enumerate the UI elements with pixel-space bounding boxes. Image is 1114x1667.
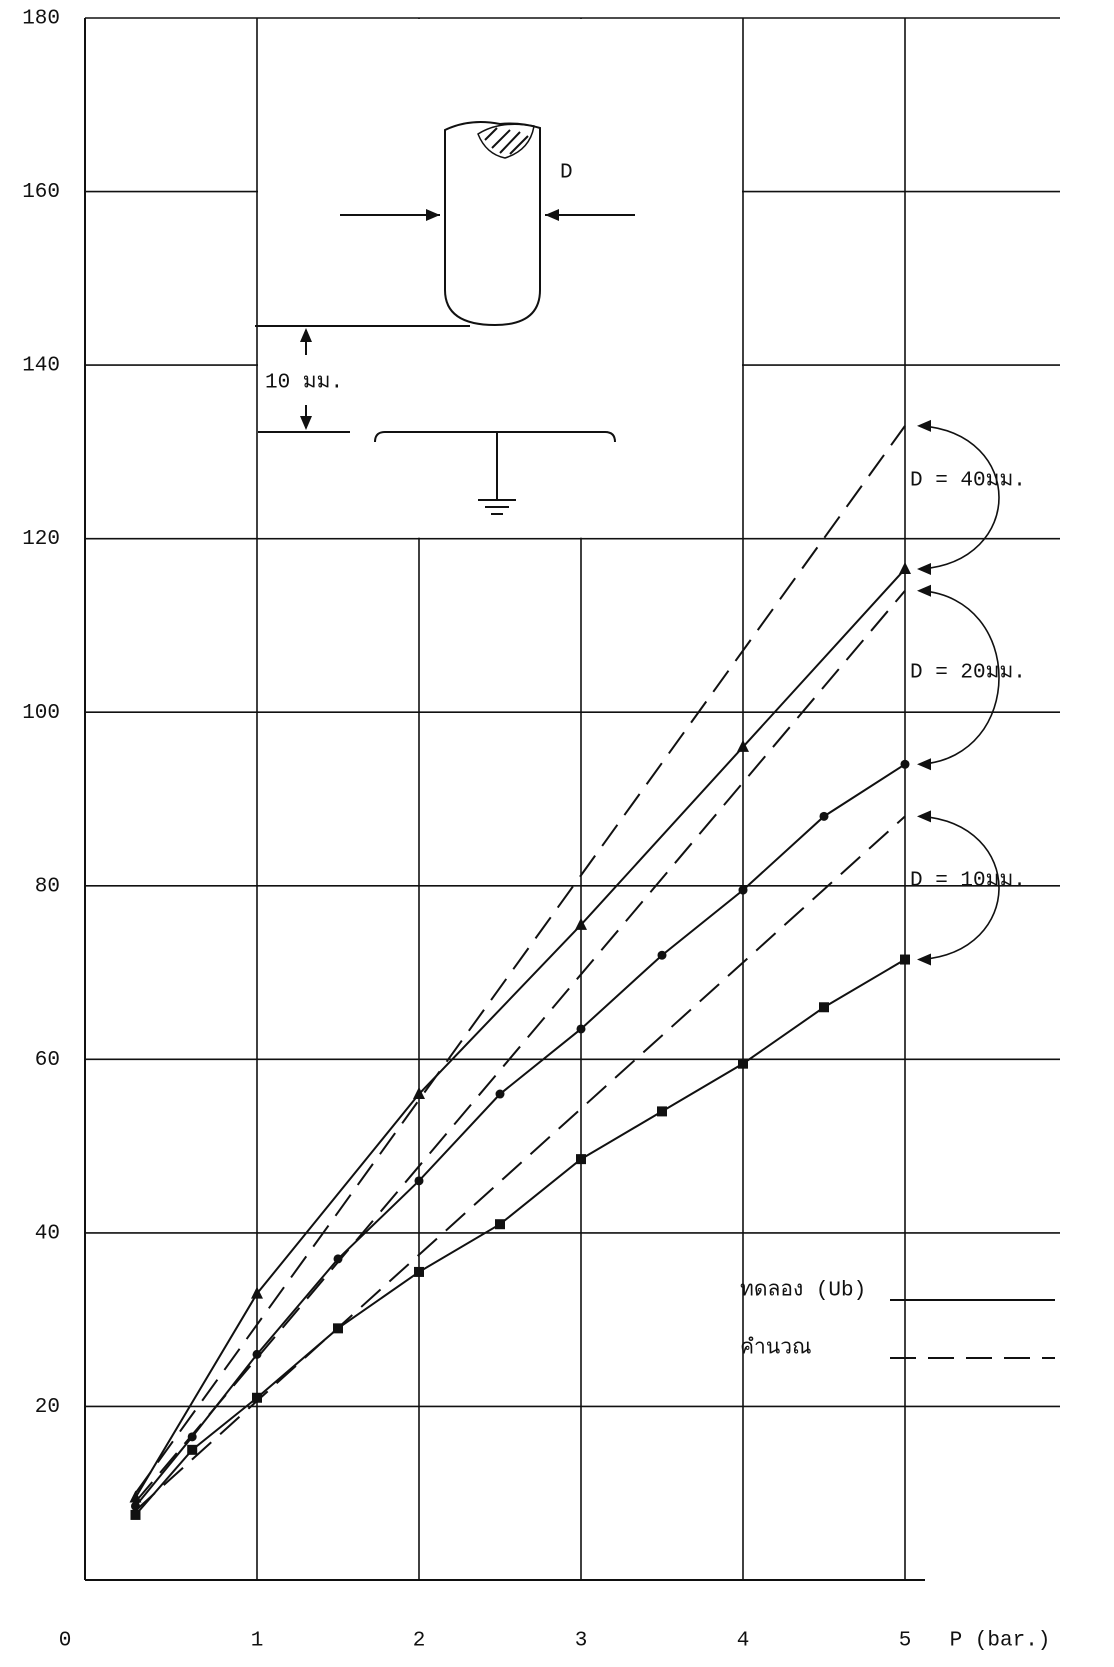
data-point [738, 1059, 748, 1069]
group-label: D = 40มม. [910, 470, 1026, 493]
x-tick-label: 1 [251, 1630, 264, 1653]
gap-label: 10 มม. [265, 372, 343, 395]
data-point [900, 955, 910, 965]
data-point [495, 1219, 505, 1229]
data-point [415, 1176, 424, 1185]
data-point [657, 1106, 667, 1116]
x-tick-label: 3 [575, 1630, 588, 1653]
y-tick-label: 140 [22, 355, 60, 378]
arrow-head [917, 420, 931, 432]
data-point [414, 1267, 424, 1277]
y-tick-label: 100 [22, 702, 60, 725]
group-label: D = 20มม. [910, 662, 1026, 685]
y-tick-label: 120 [22, 528, 60, 551]
y-tick-label: 160 [22, 181, 60, 204]
calculated-line [136, 426, 906, 1493]
inset-background [258, 19, 742, 538]
diameter-label: D [560, 162, 573, 185]
arrow-head [917, 758, 931, 770]
data-point [577, 1024, 586, 1033]
data-point [334, 1254, 343, 1263]
arrow-head [917, 954, 931, 966]
y-tick-label: 80 [35, 875, 60, 898]
data-point [188, 1432, 197, 1441]
data-point [576, 1154, 586, 1164]
legend-label: ทดลอง (Ub) [740, 1280, 866, 1303]
x-axis-label: P (bar.) [950, 1630, 1051, 1653]
calculated-line [136, 591, 906, 1502]
data-point [131, 1510, 141, 1520]
arrow-head [917, 563, 931, 575]
measured-line [136, 960, 906, 1515]
data-point [899, 562, 911, 574]
y-tick-label: 180 [22, 8, 60, 31]
chart: 0 20 40 60 80 100 120 140 160 180 1 2 3 4 5 D 10 มม. D… [0, 0, 1114, 1667]
data-point [253, 1350, 262, 1359]
x-tick-label: 5 [899, 1630, 912, 1653]
electrode-inset: D 10 มม. [255, 19, 742, 538]
data-point [333, 1323, 343, 1333]
data-point [252, 1393, 262, 1403]
data-point [187, 1445, 197, 1455]
arrow-head [917, 810, 931, 822]
data-point [901, 760, 910, 769]
y-tick-label: 20 [35, 1396, 60, 1419]
legend-label: คำนวณ [740, 1337, 811, 1361]
x-tick-label: 2 [413, 1630, 426, 1653]
data-point [739, 886, 748, 895]
y-tick-label: 60 [35, 1049, 60, 1072]
group-label: D = 10มม. [910, 870, 1026, 893]
arrow-head [917, 585, 931, 597]
data-point [496, 1090, 505, 1099]
data-point [819, 1002, 829, 1012]
x-tick-label: 4 [737, 1630, 750, 1653]
data-point [658, 951, 667, 960]
annotation-arrow [921, 426, 999, 569]
measured-line [136, 764, 906, 1506]
data-point [820, 812, 829, 821]
plot: D = 40มม. D = 20มม. D = 10มม. ทดลอง (Ub) คำน… [130, 420, 1056, 1520]
y-tick-label: 0 [59, 1630, 72, 1653]
y-tick-label: 40 [35, 1222, 60, 1245]
